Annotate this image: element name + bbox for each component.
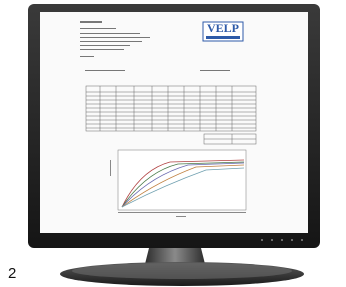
logo-text: VELP <box>207 21 239 35</box>
monitor-photo: VELP 2 <box>0 0 346 287</box>
page: VELP 2 (() => { const data = JSON.parse(… <box>0 0 346 287</box>
stand-highlight <box>72 263 292 279</box>
logo-bar <box>206 36 240 39</box>
figure-number: 2 <box>8 265 16 282</box>
report-chart <box>110 150 246 217</box>
